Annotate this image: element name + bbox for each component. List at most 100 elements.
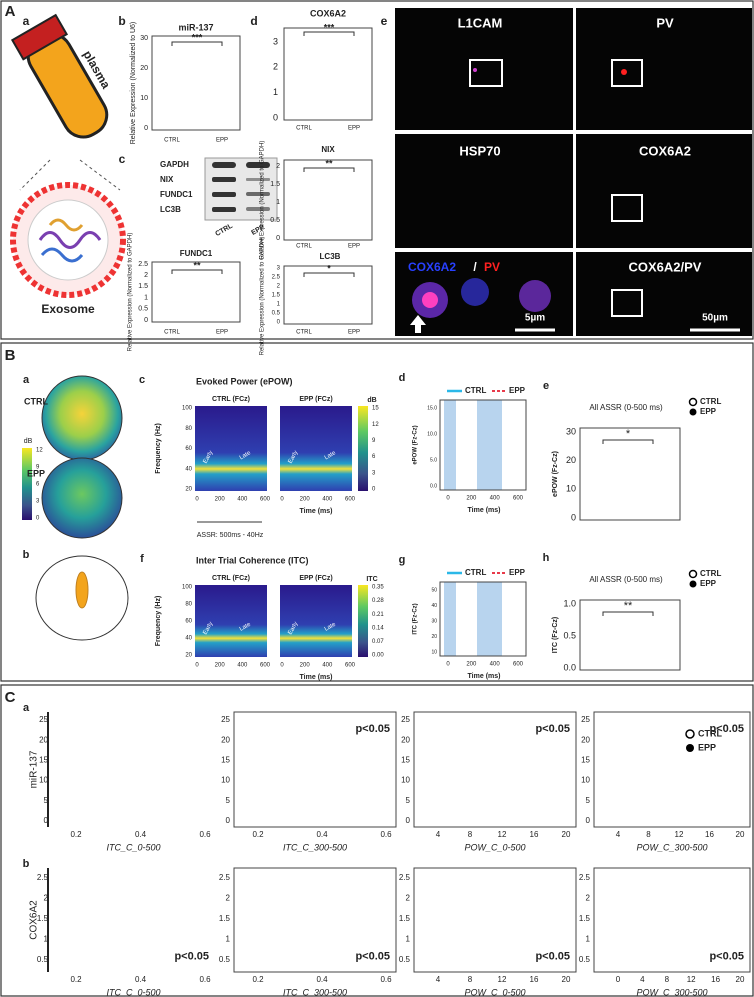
x-axis-label: Time (ms)	[300, 674, 333, 681]
plot-frame	[439, 399, 527, 491]
y-tick-label: 2.5	[219, 873, 231, 882]
y-tick-label: 5.0	[430, 457, 437, 463]
plot-title: All ASSR (0-500 ms)	[589, 575, 663, 584]
blot-row-label: FUNDC1	[160, 190, 193, 199]
y-tick-label: 1.5	[219, 914, 231, 923]
y-tick-label: 0	[571, 512, 576, 522]
x-tick-label: 200	[215, 497, 226, 503]
y-tick-label: 1.5	[270, 181, 280, 188]
y-tick-label: 20	[431, 634, 437, 640]
y-tick-label: 15.0	[427, 405, 437, 411]
y-tick-label: 1.5	[272, 293, 281, 299]
colorbar-title: dB	[367, 397, 376, 404]
y-tick-label: 0.5	[37, 955, 49, 964]
y-tick-label: 100	[182, 585, 193, 591]
y-tick-label: 0.5	[270, 217, 280, 224]
y-tick-label: 20	[401, 735, 410, 744]
x-tick-label: 0.2	[252, 975, 264, 984]
x-tick-label: 16	[711, 975, 720, 984]
x-tick-label: 12	[675, 830, 684, 839]
legend-label: CTRL	[698, 728, 722, 738]
channel-label: COX6A2	[408, 260, 456, 274]
colorbar-tick: 0.00	[372, 653, 384, 659]
plot-title: Inter Trial Coherence (ITC)	[196, 555, 309, 565]
panel-title: EPP (FCz)	[299, 396, 332, 403]
plot-frame	[593, 867, 751, 973]
x-tick-label: 0	[195, 663, 199, 669]
x-axis-label: Time (ms)	[468, 673, 501, 680]
legend-marker	[686, 744, 694, 752]
category-label: EPP	[216, 138, 228, 144]
y-tick-label: 2	[144, 272, 148, 279]
panel-label: g	[399, 554, 406, 566]
plot-frame	[579, 599, 681, 671]
y-tick-label: 5	[586, 796, 591, 805]
y-tick-label: 1	[44, 935, 49, 944]
channel-label: COX6A2/PV	[629, 259, 702, 274]
y-tick-label: 10	[581, 776, 590, 785]
x-tick-label: 20	[562, 975, 571, 984]
x-tick-label: 0.6	[380, 830, 392, 839]
y-axis-label: miR-137	[29, 750, 40, 788]
x-axis-label: Time (ms)	[468, 507, 501, 514]
colorbar-tick: 12	[36, 448, 43, 454]
section-label: C	[5, 689, 16, 706]
panel-title: CTRL (FCz)	[212, 396, 250, 403]
significance: **	[193, 260, 201, 270]
plot-frame	[233, 867, 397, 973]
significance: *	[626, 428, 631, 440]
colorbar-tick: 0.21	[372, 612, 384, 618]
y-tick-label: 25	[221, 715, 230, 724]
y-tick-label: 0	[273, 112, 278, 122]
panel-label: b	[23, 858, 30, 870]
x-tick-label: 200	[466, 496, 477, 502]
plot-frame	[579, 427, 681, 521]
colorbar-tick: 0.14	[372, 625, 384, 631]
y-tick-label: 10.0	[427, 431, 437, 437]
topographies	[35, 375, 129, 641]
colorbar-tick: 9	[372, 438, 376, 444]
significance: *	[327, 263, 331, 273]
x-axis-label: ITC_C_300-500	[283, 987, 347, 997]
x-tick-label: 20	[736, 975, 745, 984]
x-tick-label: 0.2	[70, 975, 82, 984]
panel-label: h	[543, 552, 550, 564]
lane-label: CTRL	[214, 222, 234, 238]
plot-frame	[593, 711, 751, 828]
y-tick-label: 0.0	[563, 662, 576, 672]
sig-bracket	[602, 439, 654, 444]
x-tick-label: 400	[237, 663, 248, 669]
x-axis-label: POW_C_300-500	[636, 987, 707, 997]
plot-frame	[151, 35, 241, 131]
y-tick-label: 1.0	[563, 598, 576, 608]
group-label: EPP	[27, 468, 45, 478]
y-axis-label: Frequency (Hz)	[155, 596, 162, 647]
section-label: A	[5, 3, 16, 20]
significance: **	[624, 600, 633, 612]
category-label: EPP	[348, 330, 360, 336]
category-label: CTRL	[296, 330, 312, 336]
y-tick-label: 2	[44, 894, 49, 903]
y-tick-label: 0	[586, 816, 591, 825]
x-tick-label: 600	[513, 662, 524, 668]
annotation: Late	[324, 450, 338, 461]
legend-label: CTRL	[465, 568, 486, 577]
x-tick-label: 400	[237, 497, 248, 503]
y-tick-label: 2	[277, 284, 281, 290]
y-tick-label: 20	[185, 487, 192, 493]
y-tick-label: 2.5	[37, 873, 49, 882]
panel-label: a	[23, 702, 30, 714]
x-tick-label: 400	[490, 662, 501, 668]
legend-marker	[688, 569, 698, 579]
panel-label: c	[119, 152, 126, 166]
plot-frame	[413, 867, 577, 973]
y-axis-label: COX6A2	[29, 900, 40, 940]
y-tick-label: 0	[406, 816, 411, 825]
y-tick-label: 20	[39, 735, 48, 744]
x-tick-label: 400	[322, 663, 333, 669]
x-tick-label: 0.6	[199, 830, 211, 839]
y-tick-label: 1	[144, 294, 148, 301]
x-tick-label: 200	[300, 663, 311, 669]
x-tick-label: 12	[687, 975, 696, 984]
category-label: CTRL	[296, 244, 312, 250]
